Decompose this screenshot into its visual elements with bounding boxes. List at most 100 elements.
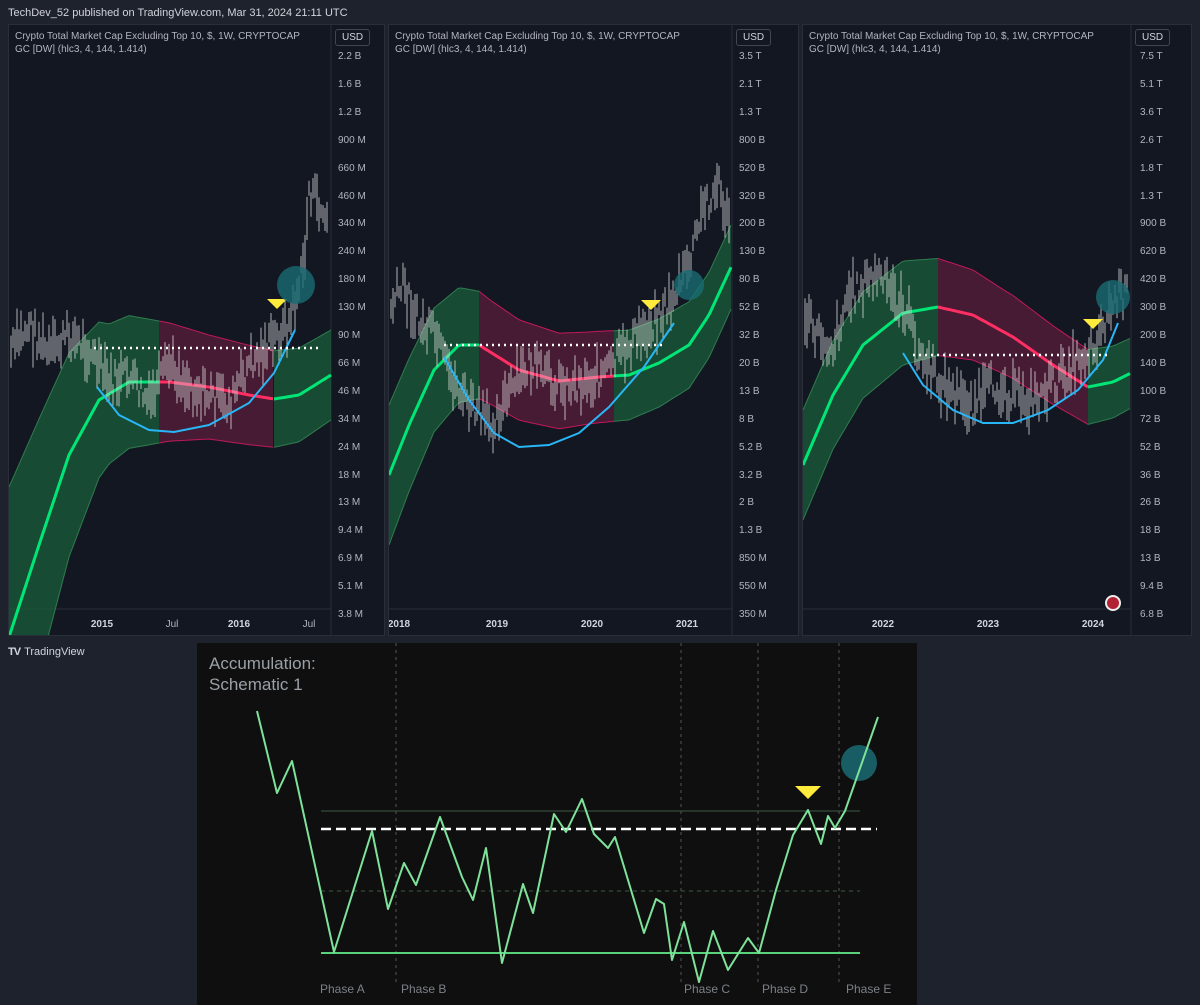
y-tick-label: 13 B <box>739 385 760 397</box>
y-tick-label: 800 B <box>739 134 766 146</box>
breakout-circle <box>277 266 315 304</box>
x-tick-label: 2021 <box>675 619 699 630</box>
y-tick-label: 1.3 T <box>1140 190 1163 202</box>
y-tick-label: 9.4 B <box>1140 581 1164 593</box>
gc-band-edge <box>273 419 332 448</box>
gc-midline <box>9 380 159 635</box>
y-tick-label: 18 B <box>1140 525 1161 537</box>
y-tick-label: 3.6 T <box>1140 106 1163 118</box>
y-tick-label: 240 M <box>338 246 366 258</box>
signal-triangle <box>1083 319 1103 329</box>
price-series <box>803 253 1131 521</box>
y-tick-label: 3.5 T <box>739 51 762 62</box>
cup-curve <box>96 329 296 434</box>
y-tick-label: 320 B <box>739 190 766 202</box>
gc-midline <box>1087 372 1131 389</box>
gc-band <box>614 225 731 422</box>
x-tick-label: 2016 <box>227 619 251 630</box>
y-tick-label: 2.2 B <box>338 51 362 62</box>
y-tick-label: 3.8 M <box>338 609 364 620</box>
phase-b-label: Phase B <box>401 982 447 996</box>
signal-triangle <box>795 786 821 799</box>
y-tick-label: 1.2 B <box>338 106 362 118</box>
x-tick-label: Jul <box>302 619 316 630</box>
y-tick-label: 1.8 T <box>1140 162 1163 174</box>
y-tick-label: 52 B <box>1140 441 1161 453</box>
gc-band-edge <box>158 438 274 448</box>
y-tick-label: 20 B <box>739 357 760 369</box>
chart-panel-1[interactable]: Crypto Total Market Cap Excluding Top 10… <box>8 24 385 636</box>
signal-triangle <box>641 300 661 310</box>
y-tick-label: 2 B <box>739 497 755 509</box>
y-tick-label: 180 M <box>338 274 366 286</box>
gc-band-edge <box>389 398 480 546</box>
y-tick-label: 100 B <box>1140 385 1167 397</box>
x-tick-label: 2024 <box>1081 619 1105 630</box>
gc-band-edge <box>613 308 732 422</box>
y-tick-label: 52 B <box>739 302 760 314</box>
gc-band-edge <box>937 258 1089 351</box>
schematic-title: Accumulation: Schematic 1 <box>209 654 316 694</box>
cup-curve <box>902 322 1119 424</box>
publisher-header: TechDev_52 published on TradingView.com,… <box>8 7 348 19</box>
y-tick-label: 7.5 T <box>1140 51 1163 62</box>
gc-midline <box>803 305 939 466</box>
y-tick-label: 24 M <box>338 441 361 453</box>
y-tick-label: 32 B <box>739 330 760 341</box>
y-tick-label: 200 B <box>1140 330 1167 341</box>
x-tick-label: 2022 <box>871 619 895 630</box>
price-series <box>389 163 733 546</box>
y-tick-label: 130 M <box>338 302 366 314</box>
gc-midline <box>273 373 332 401</box>
y-tick-label: 340 M <box>338 218 366 230</box>
gc-band-edge <box>478 290 615 334</box>
chart-panel-3[interactable]: Crypto Total Market Cap Excluding Top 10… <box>802 24 1192 636</box>
y-tick-label: 8 B <box>739 413 755 425</box>
y-tick-label: 660 M <box>338 162 366 174</box>
chart-panel-2[interactable]: Crypto Total Market Cap Excluding Top 10… <box>388 24 799 636</box>
y-tick-label: 1.6 B <box>338 78 362 90</box>
y-tick-label: 72 B <box>1140 413 1161 425</box>
x-tick-label: 2018 <box>388 619 411 630</box>
chart-3-title: Crypto Total Market Cap Excluding Top 10… <box>809 31 1094 55</box>
breakout-circle <box>1096 280 1130 314</box>
currency-button[interactable]: USD <box>736 29 772 46</box>
y-tick-label: 520 B <box>739 162 766 174</box>
accumulation-schematic: Accumulation: Schematic 1 Phase A Phase B… <box>197 643 917 1005</box>
x-tick-label: 2019 <box>485 619 509 630</box>
y-tick-label: 13 M <box>338 497 361 509</box>
y-tick-label: 200 B <box>739 218 766 230</box>
y-tick-label: 6.9 M <box>338 553 364 565</box>
y-tick-label: 90 M <box>338 330 361 341</box>
y-tick-label: 5.1 M <box>338 581 364 593</box>
y-tick-label: 5.1 T <box>1140 78 1163 90</box>
chart-1-title: Crypto Total Market Cap Excluding Top 10… <box>15 31 300 55</box>
phase-e-label: Phase E <box>846 982 892 996</box>
tradingview-brand[interactable]: TV TradingView <box>8 646 85 658</box>
x-tick-label: 2015 <box>90 619 114 630</box>
y-tick-label: 350 M <box>739 609 767 620</box>
y-tick-label: 130 B <box>739 246 766 258</box>
gc-band-edge <box>273 329 332 352</box>
gc-band-edge <box>9 315 160 488</box>
y-tick-label: 900 M <box>338 134 366 146</box>
chart-2-plot <box>389 25 733 635</box>
y-tick-label: 6.8 B <box>1140 609 1164 620</box>
y-tick-label: 140 B <box>1140 357 1167 369</box>
y-tick-label: 18 M <box>338 469 361 481</box>
phase-a-label: Phase A <box>320 982 365 996</box>
gc-band-edge <box>47 442 160 635</box>
y-tick-label: 36 B <box>1140 469 1161 481</box>
y-tick-label: 26 B <box>1140 497 1161 509</box>
y-tick-label: 66 M <box>338 357 361 369</box>
y-tick-label: 1.3 T <box>739 106 762 118</box>
currency-button[interactable]: USD <box>1135 29 1171 46</box>
cup-curve <box>443 322 675 449</box>
y-tick-label: 5.2 B <box>739 441 763 453</box>
chart-3-plot <box>803 25 1132 635</box>
gc-band-edge <box>1087 408 1131 425</box>
y-tick-label: 34 M <box>338 413 361 425</box>
currency-button[interactable]: USD <box>335 29 371 46</box>
y-tick-label: 460 M <box>338 190 366 202</box>
y-tick-label: 3.2 B <box>739 469 763 481</box>
